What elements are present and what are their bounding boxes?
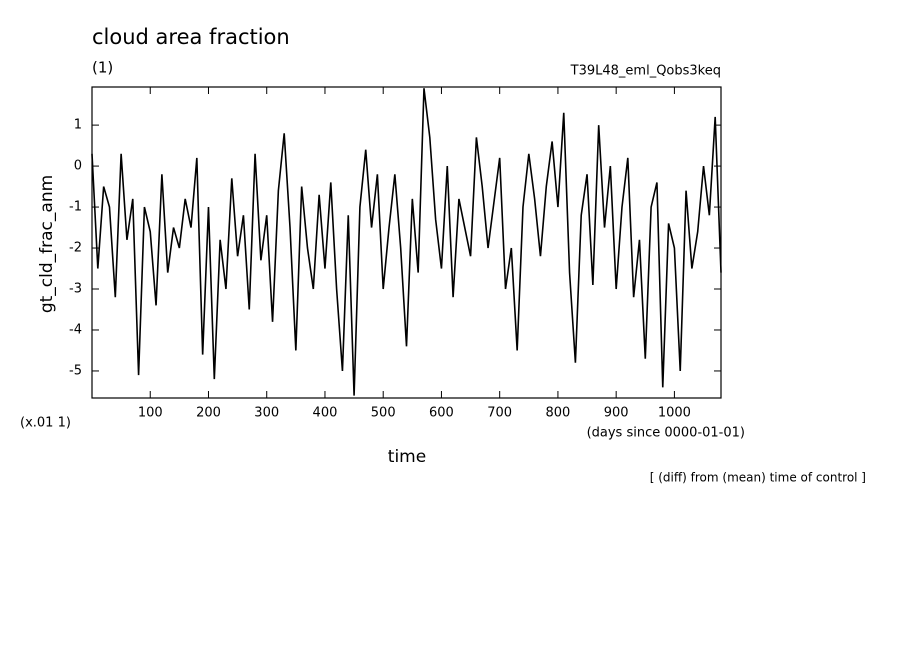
x-tick-label: 800 xyxy=(546,406,571,421)
y-tick-label: -2 xyxy=(69,241,82,256)
plot-frame xyxy=(91,86,722,399)
x-tick-label: 500 xyxy=(371,406,396,421)
y-tick-label: -1 xyxy=(69,200,82,215)
x-tick-label: 700 xyxy=(487,406,512,421)
note: [ (diff) from (mean) time of control ] xyxy=(650,471,866,485)
x-tick-label: 600 xyxy=(429,406,454,421)
data-line xyxy=(91,88,722,396)
x-tick-label: 400 xyxy=(313,406,338,421)
x-tick-label: 1000 xyxy=(658,406,691,421)
experiment: T39L48_eml_Qobs3keq xyxy=(570,64,721,79)
x-tick-label: 100 xyxy=(138,406,163,421)
x-tick-label: 300 xyxy=(254,406,279,421)
y-tick-label: -4 xyxy=(69,322,82,337)
y-scale-note: (x.01 1) xyxy=(20,416,71,431)
y-tick-label: -3 xyxy=(69,282,82,297)
y-tick-label: -5 xyxy=(69,363,82,378)
x-unit: (days since 0000-01-01) xyxy=(587,426,745,441)
y-axis-label: gt_cld_frac_anm xyxy=(37,175,57,313)
y-tick-label: 1 xyxy=(74,118,82,133)
y-tick-label: 0 xyxy=(74,159,82,174)
subtitle: (1) xyxy=(92,59,113,77)
x-axis-label: time xyxy=(388,447,426,467)
x-tick-label: 200 xyxy=(196,406,221,421)
x-tick-label: 900 xyxy=(604,406,629,421)
chart-title: cloud area fraction xyxy=(92,25,290,49)
